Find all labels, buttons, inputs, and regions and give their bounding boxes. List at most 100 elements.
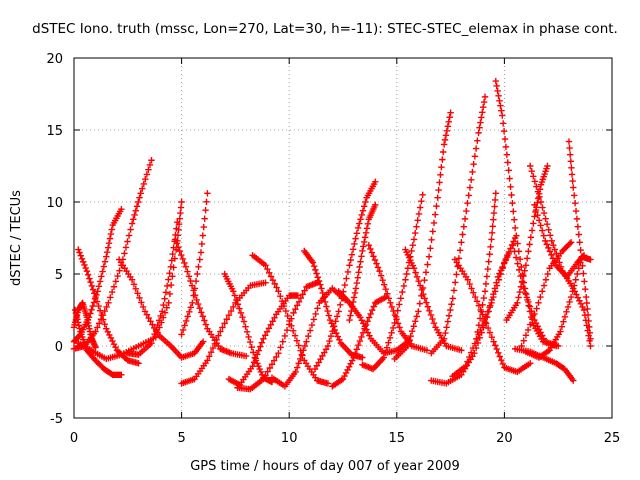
data-point <box>466 184 474 191</box>
data-point <box>195 300 202 308</box>
data-point <box>135 360 142 367</box>
data-marks <box>70 77 594 393</box>
data-point <box>289 327 297 334</box>
data-point <box>493 345 500 353</box>
data-point <box>159 308 166 315</box>
data-point <box>333 330 340 337</box>
data-point <box>93 298 101 305</box>
data-point <box>347 256 354 264</box>
data-point <box>419 191 426 198</box>
data-point <box>352 235 359 242</box>
data-point <box>322 346 330 353</box>
data-point <box>522 262 530 269</box>
data-point <box>484 265 491 273</box>
data-point <box>198 240 206 248</box>
data-point <box>291 332 299 339</box>
data-point <box>321 349 328 356</box>
data-point <box>143 171 151 178</box>
data-point <box>299 291 306 298</box>
data-point <box>136 294 143 302</box>
data-point <box>489 223 496 230</box>
data-point <box>536 193 543 201</box>
data-point <box>416 300 424 307</box>
data-point <box>187 304 195 311</box>
data-point <box>549 255 557 262</box>
data-point <box>501 259 508 266</box>
data-point <box>189 299 196 306</box>
data-point <box>124 238 131 245</box>
tick-labels: 0 5 10 15 20 25 -5 0 5 10 15 20 <box>46 52 620 446</box>
data-point <box>495 276 503 283</box>
data-point <box>384 290 391 297</box>
data-point <box>186 308 193 316</box>
data-point <box>566 298 573 306</box>
data-point <box>139 185 146 192</box>
data-point <box>565 138 573 145</box>
data-point <box>169 250 176 258</box>
data-point <box>142 175 149 183</box>
data-point <box>263 328 271 336</box>
data-point <box>495 349 502 356</box>
data-point <box>167 281 175 289</box>
data-point <box>269 318 276 325</box>
data-point <box>343 275 350 282</box>
data-point <box>160 301 167 309</box>
data-point <box>324 380 332 387</box>
data-point <box>470 289 477 296</box>
series-track <box>451 256 534 376</box>
data-point <box>447 306 454 314</box>
data-point <box>399 288 406 296</box>
data-point <box>458 239 465 246</box>
series-track <box>311 178 379 373</box>
data-point <box>499 120 507 127</box>
data-point <box>507 245 514 252</box>
data-point <box>520 337 527 344</box>
data-point <box>98 273 105 280</box>
series-track <box>449 234 519 380</box>
data-point <box>104 328 112 336</box>
data-point <box>242 352 250 360</box>
data-point <box>184 268 191 275</box>
data-point <box>385 339 392 346</box>
data-point <box>434 194 441 201</box>
series-track <box>391 109 454 363</box>
data-point <box>462 362 469 370</box>
data-point <box>317 355 324 363</box>
data-point <box>531 213 538 220</box>
data-point <box>77 252 84 259</box>
chart-title: dSTEC Iono. truth (mssc, Lon=270, Lat=30… <box>32 21 618 37</box>
data-point <box>118 206 125 213</box>
data-point <box>575 231 582 238</box>
series-track <box>509 242 562 350</box>
data-point <box>463 207 470 215</box>
data-point <box>509 200 516 207</box>
data-point <box>351 289 359 297</box>
data-point <box>314 274 321 281</box>
data-point <box>473 335 480 342</box>
data-point <box>415 278 422 285</box>
data-point <box>196 256 203 263</box>
data-point <box>490 216 497 223</box>
data-point <box>279 338 286 345</box>
data-point <box>275 350 282 357</box>
data-point <box>107 334 115 342</box>
series-track <box>565 138 594 342</box>
data-point <box>155 317 163 324</box>
data-point <box>402 276 409 283</box>
y-tick-label: -5 <box>50 412 63 427</box>
data-point <box>492 77 499 85</box>
data-point <box>439 156 446 163</box>
data-point <box>103 303 110 311</box>
data-point <box>576 297 583 304</box>
data-point <box>532 206 540 214</box>
data-point <box>335 308 342 315</box>
data-point <box>128 276 136 283</box>
data-point <box>78 255 86 262</box>
data-point <box>572 276 579 283</box>
data-point <box>528 307 535 315</box>
data-point <box>361 234 369 241</box>
data-point <box>404 342 411 350</box>
data-point <box>325 312 333 319</box>
data-point <box>467 349 475 356</box>
data-point <box>194 270 201 278</box>
